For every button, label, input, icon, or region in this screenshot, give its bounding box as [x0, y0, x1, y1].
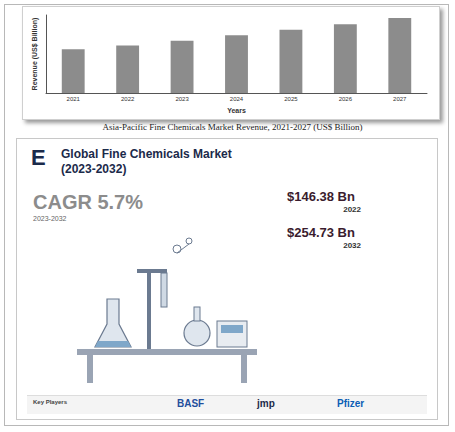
html-text:BASF: BASF [177, 398, 205, 409]
svg-text:2021: 2021 [67, 96, 81, 102]
html-text:Global Fine Chemicals Market: Global Fine Chemicals Market [61, 147, 232, 161]
svg-text:2027: 2027 [393, 96, 407, 102]
html-text:CAGR 5.7%: CAGR 5.7% [33, 191, 143, 213]
html-text:jmp: jmp [257, 398, 275, 409]
html-text:2032: 2032 [343, 241, 361, 250]
html-text:Asia-Pacific Fine Chemicals Ma: Asia-Pacific Fine Chemicals Market Reven… [102, 122, 363, 132]
html-text:2022: 2022 [343, 205, 361, 214]
html-text:(2023-2032): (2023-2032) [61, 162, 127, 176]
html-text:$254.73 Bn: $254.73 Bn [287, 225, 355, 240]
svg-text:Revenue (US$ Billion): Revenue (US$ Billion) [31, 18, 39, 91]
svg-text:2023: 2023 [175, 96, 189, 102]
html-text:2023-2032: 2023-2032 [33, 215, 67, 222]
svg-text:Years: Years [227, 107, 246, 114]
svg-text:2024: 2024 [230, 96, 244, 102]
svg-text:2022: 2022 [121, 96, 135, 102]
html-text:Key Players: Key Players [33, 399, 67, 405]
html-text:E: E [31, 145, 46, 170]
svg-text:2026: 2026 [339, 96, 353, 102]
html-text:$146.38 Bn: $146.38 Bn [287, 189, 355, 204]
svg-text:2025: 2025 [284, 96, 298, 102]
html-text:Pfizer: Pfizer [337, 398, 365, 409]
